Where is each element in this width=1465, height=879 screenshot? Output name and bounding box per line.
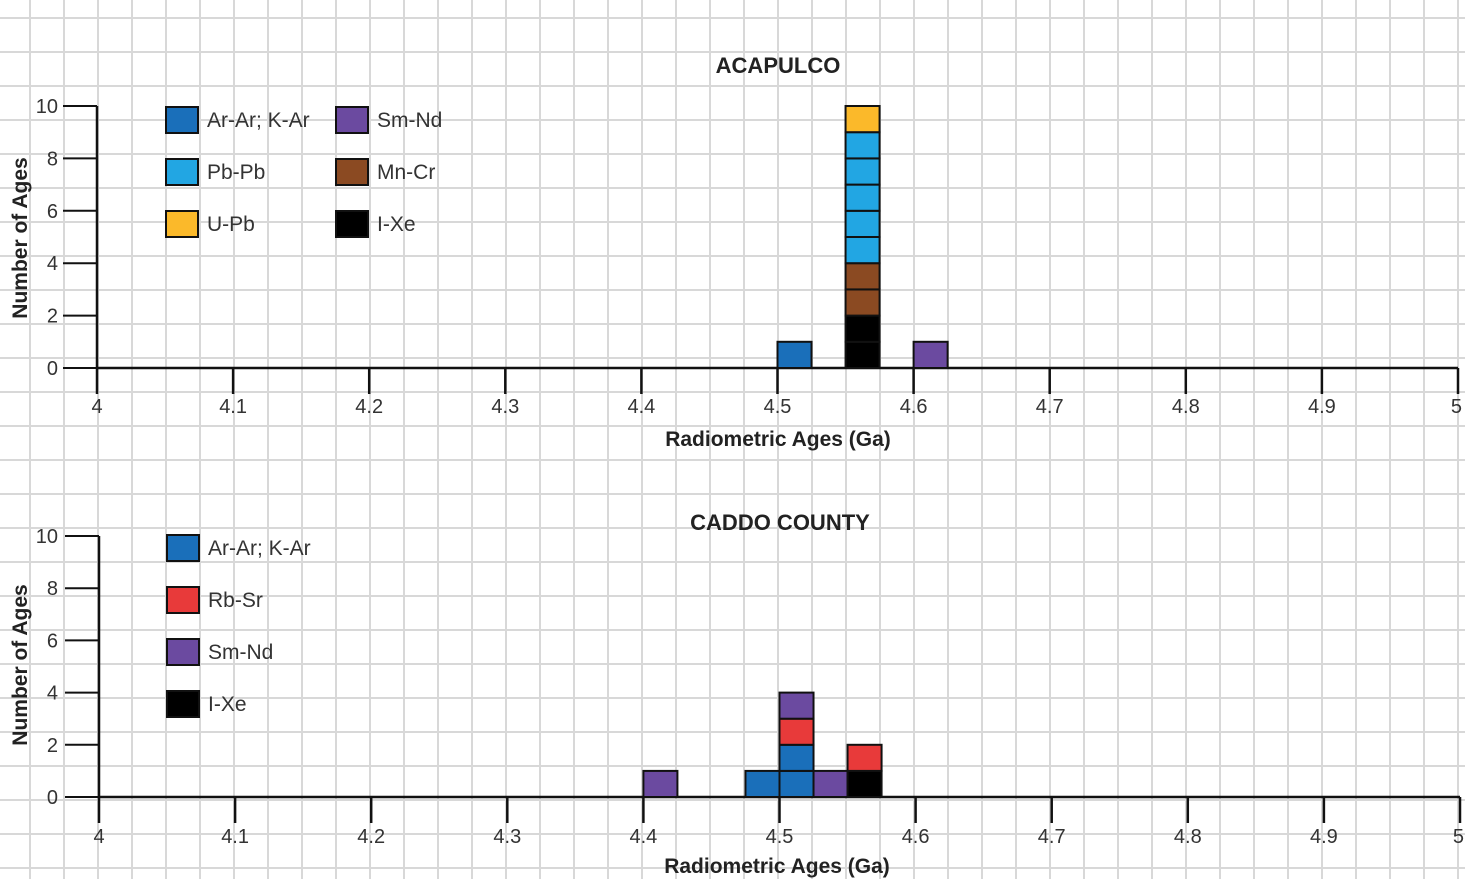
bar-cell-mn-cr xyxy=(844,262,881,291)
y-tick-label: 10 xyxy=(36,96,58,118)
y-tick-label: 6 xyxy=(47,201,58,223)
bar-cell-pb-pb xyxy=(844,157,881,186)
legend-label-pb-pb: Pb-Pb xyxy=(207,161,265,184)
chart-title: ACAPULCO xyxy=(716,53,841,78)
x-axis-title: Radiometric Ages (Ga) xyxy=(664,855,890,878)
bar-cell-ar-ar-k-ar xyxy=(778,743,815,772)
legend-label-u-pb: U-Pb xyxy=(207,213,255,236)
panel-acapulco: ACAPULCO 4 4.1 4.2 4.3 4.4 4.5 4.6 4.7 4.8 4.9 5 0 2 4… xyxy=(9,53,1462,451)
x-tick-label: 4 xyxy=(91,396,102,418)
x-tick-label: 4.4 xyxy=(627,396,655,418)
bar-cell-u-pb xyxy=(844,105,881,134)
x-tick-label: 4.8 xyxy=(1174,826,1202,848)
y-axis-title: Number of Ages xyxy=(9,584,32,745)
bar-cell-i-xe xyxy=(846,769,883,799)
x-tick-label: 5 xyxy=(1453,826,1464,848)
x-tick-label: 4.4 xyxy=(629,826,657,848)
legend-swatch-i-xe xyxy=(335,210,369,238)
legend-swatch-ar-ar-k-ar xyxy=(166,534,200,562)
y-tick-label: 10 xyxy=(36,526,58,548)
bar-cell-ar-ar-k-ar xyxy=(778,769,815,799)
bar-cell-pb-pb xyxy=(844,131,881,160)
y-tick-label: 4 xyxy=(47,253,58,275)
bar-cell-ar-ar-k-ar xyxy=(744,769,781,799)
x-tick-label: 4.9 xyxy=(1308,396,1336,418)
legend-swatch-mn-cr xyxy=(335,158,369,186)
y-tick-label: 2 xyxy=(47,306,58,328)
bar-cell-pb-pb xyxy=(844,236,881,265)
legend-label-i-xe: I-Xe xyxy=(377,213,416,236)
bar-cell-i-xe xyxy=(844,340,881,369)
chart-title: CADDO COUNTY xyxy=(690,510,870,535)
legend-swatch-rb-sr xyxy=(166,586,200,614)
y-axis-title: Number of Ages xyxy=(9,157,32,318)
x-tick-label: 4.3 xyxy=(491,396,519,418)
legend-label-i-xe: I-Xe xyxy=(208,693,247,716)
x-tick-label: 4.5 xyxy=(764,396,792,418)
legend-label-sm-nd: Sm-Nd xyxy=(208,641,273,664)
legend-swatch-sm-nd xyxy=(166,638,200,666)
legend-swatch-u-pb xyxy=(165,210,199,238)
x-tick-label: 5 xyxy=(1451,396,1462,418)
bar-cell-pb-pb xyxy=(844,183,881,212)
x-tick-label: 4.2 xyxy=(357,826,385,848)
x-tick-label: 4.5 xyxy=(766,826,794,848)
legend-swatch-pb-pb xyxy=(165,158,199,186)
bar-cell-mn-cr xyxy=(844,288,881,317)
x-tick-label: 4.6 xyxy=(900,396,928,418)
x-tick-label: 4.7 xyxy=(1038,826,1066,848)
legend-swatch-ar-ar-k-ar xyxy=(165,106,199,134)
y-tick-label: 0 xyxy=(47,787,58,809)
x-axis-title: Radiometric Ages (Ga) xyxy=(665,428,891,451)
legend-label-mn-cr: Mn-Cr xyxy=(377,161,435,184)
bar-cell-sm-nd xyxy=(778,691,815,720)
x-tick-label: 4.3 xyxy=(493,826,521,848)
x-tick-label: 4.1 xyxy=(219,396,247,418)
bar-cell-sm-nd xyxy=(642,769,679,799)
y-tick-label: 0 xyxy=(47,358,58,380)
panel-caddo-county: CADDO COUNTY 4 4.1 4.2 4.3 4.4 4.5 4.6 4.7 4.8 4.9… xyxy=(9,510,1464,878)
x-tick-label: 4 xyxy=(93,826,104,848)
legend-swatch-i-xe xyxy=(166,690,200,718)
legend-label-ar-ar-k-ar: Ar-Ar; K-Ar xyxy=(208,537,311,560)
x-tick-label: 4.1 xyxy=(221,826,249,848)
y-tick-label: 6 xyxy=(47,630,58,652)
y-tick-label: 4 xyxy=(47,683,58,705)
bar-cell-rb-sr xyxy=(778,717,815,746)
legend-label-sm-nd: Sm-Nd xyxy=(377,109,442,132)
y-tick-label: 8 xyxy=(47,578,58,600)
bar-cell-ar-ar-k-ar xyxy=(776,340,813,369)
y-tick-label: 2 xyxy=(47,735,58,757)
bar-cell-rb-sr xyxy=(846,743,883,772)
legend-label-rb-sr: Rb-Sr xyxy=(208,589,263,612)
y-tick-label: 8 xyxy=(47,148,58,170)
legend-label-ar-ar-k-ar: Ar-Ar; K-Ar xyxy=(207,109,310,132)
x-tick-label: 4.6 xyxy=(902,826,930,848)
bar-cell-pb-pb xyxy=(844,209,881,239)
bar-cell-sm-nd xyxy=(912,340,949,369)
x-tick-label: 4.7 xyxy=(1036,396,1064,418)
legend-swatch-sm-nd xyxy=(335,106,369,134)
x-tick-label: 4.2 xyxy=(355,396,383,418)
x-tick-label: 4.8 xyxy=(1172,396,1200,418)
bar-cell-sm-nd xyxy=(812,769,849,799)
bar-cell-i-xe xyxy=(844,314,881,343)
x-tick-label: 4.9 xyxy=(1310,826,1338,848)
